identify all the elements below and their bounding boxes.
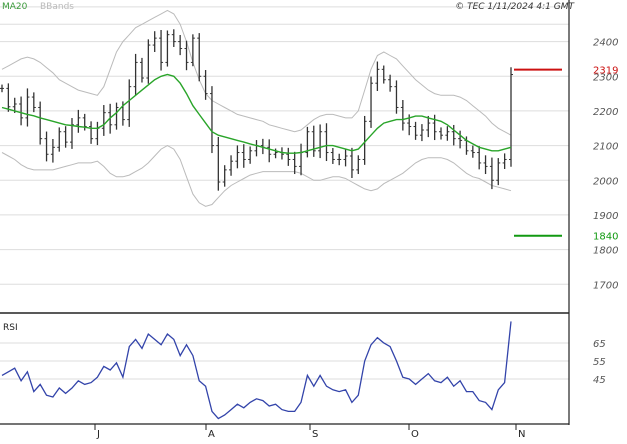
resistance-level-label: 2319 [593, 66, 618, 77]
ma20-line [1, 73, 512, 154]
support-level-label: 1840 [593, 232, 618, 243]
price-tick-label: 2300 [593, 72, 618, 83]
x-tick-label: A [208, 429, 215, 440]
bband-upper-line [1, 9, 512, 136]
rsi-title: RSI [3, 323, 18, 333]
rsi-layer [1, 321, 512, 420]
price-tick-label: 2000 [593, 176, 618, 187]
copyright-text: © TEC 1/11/2024 4:1 GMT [455, 2, 575, 12]
rsi-line [1, 321, 512, 420]
price-panel [0, 0, 569, 312]
legend-ma: MA20 [2, 2, 28, 12]
rsi-panel [0, 316, 569, 425]
price-tick-label: 1900 [593, 211, 618, 222]
x-tick-label: O [411, 429, 419, 440]
rsi-tick-label: 55 [593, 357, 606, 368]
bband-lower-line [1, 145, 512, 207]
price-tick-label: 1700 [593, 280, 618, 291]
x-tick-label: N [518, 429, 525, 440]
price-tick-label: 2400 [593, 38, 618, 49]
price-tick-label: 2200 [593, 107, 618, 118]
levels-layer: 2319 1840 [514, 66, 618, 243]
price-tick-label: 1800 [593, 246, 618, 257]
x-tick-label: S [312, 429, 318, 440]
x-tick-label: J [96, 429, 100, 440]
legend-bbands: BBands [40, 2, 74, 12]
rsi-tick-label: 45 [593, 375, 606, 386]
tick-labels: 1700 1800 1900 2000 2100 2200 2300 2400 45 55 65 J A… [94, 38, 618, 440]
price-tick-label: 2100 [593, 142, 618, 153]
price-layer [0, 9, 513, 207]
rsi-tick-label: 65 [593, 339, 606, 350]
price-gridlines [0, 6, 569, 285]
